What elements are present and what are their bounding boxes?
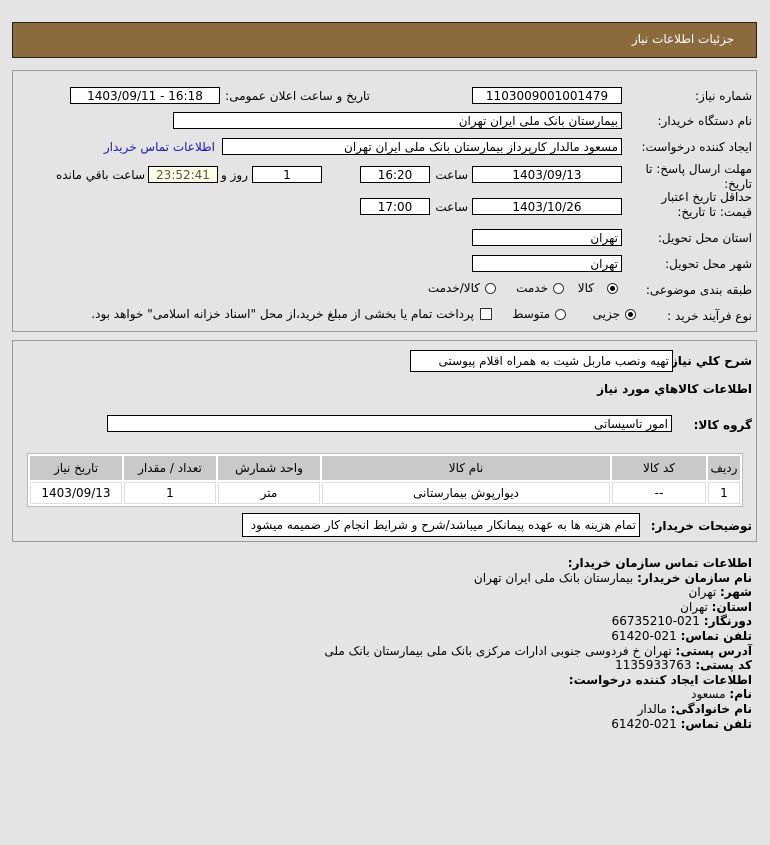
announce-label: تاریخ و ساعت اعلان عمومی: (225, 89, 370, 103)
col-header-name: نام کالا (322, 456, 610, 480)
validity-time-field[interactable]: 17:00 (360, 198, 430, 215)
city-field[interactable]: تهران (472, 255, 622, 272)
deadline-date-field[interactable]: 1403/09/13 (472, 166, 622, 183)
group-label: گروه کالا: (693, 418, 752, 432)
buyer-notes-label: توضیحات خریدار: (650, 519, 752, 533)
summary-label: شرح کلي نیاز: (666, 354, 752, 368)
summary-field: تهیه ونصب ماربل شیت به همراه اقلام پیوست… (410, 350, 673, 372)
treasury-payment-note: پرداخت تمام یا بخشی از مبلغ خرید،از محل … (91, 307, 474, 321)
validity-label-2: قیمت: تا تاریخ: (677, 205, 752, 219)
category-option-service: خدمت (516, 281, 548, 295)
remaining-time-field: 23:52:41 (148, 166, 218, 183)
contact-title: اطلاعات تماس سازمان خریدار: (567, 556, 752, 570)
org-value: بیمارستان بانک ملی ایران تهران (473, 570, 634, 585)
process-radio-medium[interactable] (555, 309, 566, 320)
deadline-time-label: ساعت (435, 168, 468, 182)
cell-unit: متر (218, 482, 320, 504)
buyer-label: نام دستگاه خریدار: (657, 114, 753, 128)
cell-date: 1403/09/13 (30, 482, 122, 504)
days-field[interactable]: 1 (252, 166, 322, 183)
province-label: استان محل تحویل: (657, 231, 752, 245)
fax-value: 021-66735210 (611, 614, 700, 629)
cell-name: دیوارپوش بیمارستانی (322, 482, 610, 504)
table-row: 1 -- دیوارپوش بیمارستانی متر 1 1403/09/1… (30, 482, 740, 504)
buyer-contact-link[interactable]: اطلاعات تماس خریدار (103, 140, 215, 154)
creator-info-title: اطلاعات ایجاد کننده درخواست: (568, 672, 752, 687)
details-panel (12, 340, 757, 542)
category-radio-service[interactable] (553, 283, 564, 294)
phone-value: 021-61420 (611, 628, 677, 643)
city-label: شهر محل تحویل: (665, 257, 752, 271)
creator-phone-value: 021-61420 (611, 716, 677, 731)
goods-table: ردیف کد کالا نام کالا واحد شمارش تعداد /… (27, 453, 743, 507)
category-radio-both[interactable] (485, 283, 496, 294)
province-value: تهران (680, 599, 708, 614)
process-label: نوع فرآیند خرید : (667, 309, 752, 323)
city-label: شهر: (720, 585, 752, 600)
name-label: نام: (729, 687, 752, 702)
validity-date-field[interactable]: 1403/10/26 (472, 198, 622, 215)
name-value: مسعود (691, 687, 726, 702)
buyer-notes-field: تمام هزینه ها به عهده پیمانکار میباشد/شر… (242, 513, 640, 537)
address-label: آدرس پستی: (675, 643, 752, 658)
validity-label: حداقل تاریخ اعتبار (661, 190, 752, 204)
province-field[interactable]: تهران (472, 229, 622, 246)
cell-qty: 1 (124, 482, 216, 504)
deadline-label-2: تاریخ: (724, 177, 752, 191)
fax-label: دورنگار: (703, 614, 752, 629)
col-header-date: تاریخ نیاز (30, 456, 122, 480)
postal-label: کد پستی: (695, 658, 752, 673)
deadline-label: مهلت ارسال پاسخ: تا (645, 162, 752, 176)
creator-field[interactable]: مسعود مالدار کارپرداز بیمارستان بانک ملی… (222, 138, 622, 155)
family-label: نام خانوادگی: (670, 701, 752, 716)
category-radio-goods[interactable] (607, 283, 618, 294)
family-value: مالدار (637, 701, 667, 716)
goods-section-title: اطلاعات کالاهاي مورد نیاز (597, 382, 752, 396)
province-label: استان: (711, 599, 752, 614)
col-header-unit: واحد شمارش (218, 456, 320, 480)
creator-phone-label: تلفن تماس: (680, 716, 752, 731)
creator-label: ایجاد کننده درخواست: (641, 140, 752, 154)
treasury-payment-checkbox[interactable] (480, 308, 492, 320)
buyer-field[interactable]: بیمارستان بانک ملی ایران تهران (173, 112, 622, 129)
need-number-label: شماره نیاز: (695, 89, 752, 103)
cell-row: 1 (708, 482, 740, 504)
process-option-minor: جزیی (592, 307, 620, 321)
city-value: تهران (688, 585, 717, 600)
page-title: جزئیات اطلاعات نیاز (631, 32, 734, 46)
process-radio-minor[interactable] (625, 309, 636, 320)
validity-time-label: ساعت (435, 200, 468, 214)
page-header: جزئیات اطلاعات نیاز (12, 22, 757, 58)
category-option-both: کالا/خدمت (427, 281, 480, 295)
org-label: نام سازمان خریدار: (637, 570, 752, 585)
remaining-label: ساعت باقي مانده (55, 168, 145, 182)
buyer-contact-info: اطلاعات تماس سازمان خریدار: نام سازمان خ… (324, 556, 752, 731)
need-number-field[interactable]: 1103009001001479 (472, 87, 622, 104)
category-option-goods: کالا (577, 281, 594, 295)
address-value: تهران خ فردوسی جنوبی ادارات مرکزی بانک م… (324, 643, 672, 658)
phone-label: تلفن تماس: (680, 628, 752, 643)
process-option-medium: متوسط (512, 307, 550, 321)
col-header-qty: تعداد / مقدار (124, 456, 216, 480)
cell-code: -- (612, 482, 706, 504)
col-header-row: ردیف (708, 456, 740, 480)
group-field: امور تاسیساتی (107, 415, 672, 432)
category-label: طبقه بندی موضوعی: (645, 283, 752, 297)
col-header-code: کد کالا (612, 456, 706, 480)
announce-field[interactable]: 1403/09/11 - 16:18 (70, 87, 220, 104)
deadline-time-field[interactable]: 16:20 (360, 166, 430, 183)
days-label: روز و (221, 168, 248, 182)
postal-value: 1135933763 (615, 658, 692, 673)
